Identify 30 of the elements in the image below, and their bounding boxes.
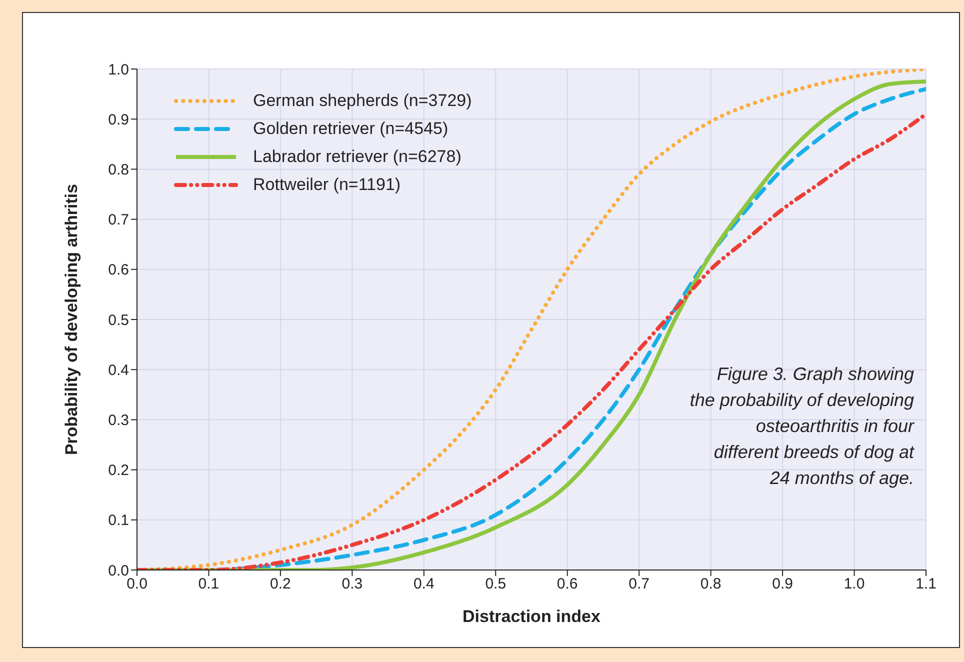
y-tick-label: 0.1: [108, 512, 129, 530]
legend-label: Golden retriever (n=4545): [253, 118, 448, 140]
legend-label: German shepherds (n=3729): [253, 90, 472, 112]
y-tick-label: 0.3: [108, 412, 129, 430]
x-tick-label: 0.3: [342, 576, 363, 593]
y-tick-label: 0.4: [108, 362, 129, 379]
x-tick-label: 0.4: [413, 576, 434, 593]
y-tick-label: 0.6: [108, 262, 129, 279]
x-tick-label: 0.6: [556, 576, 578, 593]
x-tick-label: 0.5: [485, 576, 506, 593]
x-tick-label: 0.0: [126, 576, 148, 593]
x-tick-label: 1.1: [916, 576, 936, 593]
annotation: Figure 3. Graph showing the probability of developing osteoarthritis in four different breeds of dog at 24 months of age.: [689, 363, 914, 490]
y-axis-title: Probability of developing arthritis: [62, 184, 82, 456]
x-tick-label: 0.9: [772, 576, 793, 593]
x-tick-label: 0.1: [198, 576, 220, 593]
x-tick-label: 0.8: [700, 576, 722, 593]
y-tick-label: 0.7: [108, 212, 129, 229]
y-tick-label: 0.9: [108, 111, 129, 128]
y-tick-label: 0.0: [108, 562, 129, 580]
legend-label: Labrador retriever (n=6278): [253, 146, 462, 168]
y-tick-label: 0.2: [108, 462, 129, 480]
legend-label: Rottweiler (n=1191): [253, 174, 401, 196]
y-tick-label: 0.8: [108, 162, 129, 179]
y-tick-label: 1.0: [108, 61, 129, 78]
x-tick-label: 0.7: [628, 576, 650, 593]
x-tick-label: 1.0: [844, 576, 865, 593]
x-tick-label: 0.2: [270, 576, 291, 593]
x-axis-title: Distraction index: [462, 607, 601, 626]
y-tick-label: 0.5: [108, 312, 129, 329]
